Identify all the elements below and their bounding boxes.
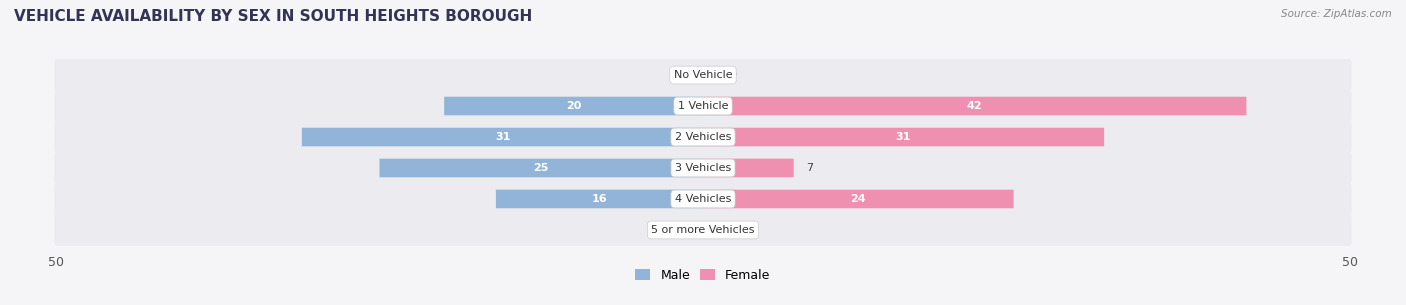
Text: Source: ZipAtlas.com: Source: ZipAtlas.com bbox=[1281, 9, 1392, 19]
FancyBboxPatch shape bbox=[380, 159, 703, 177]
Text: 0: 0 bbox=[671, 225, 678, 235]
FancyBboxPatch shape bbox=[55, 121, 1351, 153]
Text: 0: 0 bbox=[728, 70, 735, 80]
FancyBboxPatch shape bbox=[703, 97, 1246, 115]
FancyBboxPatch shape bbox=[444, 97, 703, 115]
Text: 25: 25 bbox=[534, 163, 548, 173]
Text: 42: 42 bbox=[967, 101, 983, 111]
Text: 16: 16 bbox=[592, 194, 607, 204]
FancyBboxPatch shape bbox=[55, 152, 1351, 184]
Text: 0: 0 bbox=[671, 70, 678, 80]
Text: 4 Vehicles: 4 Vehicles bbox=[675, 194, 731, 204]
Text: VEHICLE AVAILABILITY BY SEX IN SOUTH HEIGHTS BOROUGH: VEHICLE AVAILABILITY BY SEX IN SOUTH HEI… bbox=[14, 9, 533, 24]
FancyBboxPatch shape bbox=[55, 59, 1351, 91]
Text: 0: 0 bbox=[728, 225, 735, 235]
Text: 24: 24 bbox=[851, 194, 866, 204]
FancyBboxPatch shape bbox=[302, 128, 703, 146]
FancyBboxPatch shape bbox=[55, 214, 1351, 246]
Text: 20: 20 bbox=[567, 101, 581, 111]
Text: No Vehicle: No Vehicle bbox=[673, 70, 733, 80]
Text: 5 or more Vehicles: 5 or more Vehicles bbox=[651, 225, 755, 235]
Text: 1 Vehicle: 1 Vehicle bbox=[678, 101, 728, 111]
FancyBboxPatch shape bbox=[703, 190, 1014, 208]
FancyBboxPatch shape bbox=[703, 128, 1104, 146]
Legend: Male, Female: Male, Female bbox=[630, 264, 776, 287]
Text: 7: 7 bbox=[807, 163, 814, 173]
FancyBboxPatch shape bbox=[55, 183, 1351, 215]
Text: 31: 31 bbox=[495, 132, 510, 142]
FancyBboxPatch shape bbox=[496, 190, 703, 208]
Text: 3 Vehicles: 3 Vehicles bbox=[675, 163, 731, 173]
FancyBboxPatch shape bbox=[55, 90, 1351, 122]
Text: 2 Vehicles: 2 Vehicles bbox=[675, 132, 731, 142]
Text: 31: 31 bbox=[896, 132, 911, 142]
FancyBboxPatch shape bbox=[703, 159, 793, 177]
